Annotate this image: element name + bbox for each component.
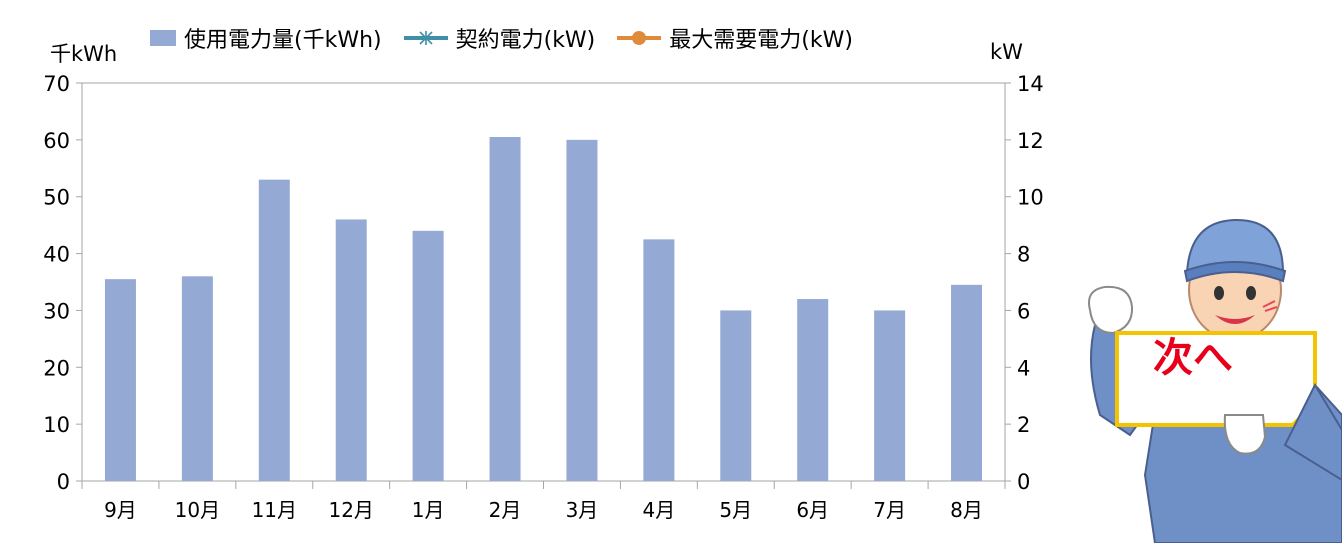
next-button[interactable]	[1085, 215, 1342, 544]
x-tick-label: 2月	[489, 498, 522, 522]
legend-label-peak: 最大需要電力(kW)	[669, 28, 853, 53]
y-left-tick-label: 70	[43, 72, 70, 96]
y-left-tick-label: 0	[57, 470, 70, 494]
bar-usage	[489, 137, 521, 481]
bar-usage	[104, 279, 136, 481]
x-tick-label: 8月	[950, 498, 983, 522]
y-left-tick-label: 20	[43, 356, 70, 380]
bar-usage	[412, 230, 444, 481]
bar-usage	[951, 284, 983, 481]
bar-usage	[874, 310, 906, 481]
x-tick-label: 3月	[566, 498, 599, 522]
legend-label-usage: 使用電力量(千kWh)	[184, 28, 382, 53]
y-left-axis-title: 千kWh	[50, 42, 118, 66]
x-tick-label: 5月	[719, 498, 752, 522]
y-right-tick-label: 10	[1017, 186, 1044, 210]
plot-area	[81, 82, 1006, 482]
y-right-tick-label: 14	[1017, 72, 1044, 96]
legend-swatch-peak	[617, 31, 662, 45]
next-button-label: 次へ	[1153, 335, 1233, 381]
x-tick-label: 7月	[873, 498, 906, 522]
worker-mascot-icon	[1088, 218, 1342, 544]
y-right-tick-label: 6	[1017, 299, 1030, 323]
x-tick-label: 4月	[643, 498, 676, 522]
y-right-tick-label: 12	[1017, 129, 1044, 153]
y-left-tick-label: 50	[43, 186, 70, 210]
legend-label-contract: 契約電力(kW)	[455, 28, 596, 53]
x-tick-label: 6月	[796, 498, 829, 522]
y-right-tick-label: 4	[1017, 356, 1030, 380]
y-right-tick-label: 8	[1017, 243, 1030, 267]
x-tick-label: 10月	[175, 498, 220, 522]
bar-usage	[797, 299, 829, 481]
x-tick-label: 11月	[252, 498, 297, 522]
bar-usage	[720, 310, 752, 481]
y-right-tick-label: 2	[1017, 413, 1030, 437]
bar-usage	[258, 179, 290, 481]
legend-item-peak: 最大需要電力(kW)	[617, 22, 853, 54]
bar-usage	[335, 219, 367, 481]
y-left-tick-label: 30	[43, 299, 70, 323]
legend-swatch-usage	[150, 30, 176, 46]
bar-usage	[181, 276, 213, 481]
y-left-tick-label: 40	[43, 243, 70, 267]
legend-item-contract: 契約電力(kW)	[403, 22, 596, 54]
y-left-tick-label: 60	[43, 129, 70, 153]
y-right-tick-label: 0	[1017, 470, 1030, 494]
legend-swatch-contract	[403, 31, 448, 45]
x-tick-label: 12月	[328, 498, 373, 522]
bar-usage	[566, 139, 598, 481]
bar-usage	[643, 239, 675, 481]
y-left-tick-label: 10	[43, 413, 70, 437]
chart-legend: 使用電力量(千kWh) 契約電力(kW) 最大需要電力(kW)	[150, 22, 875, 54]
x-tick-label: 9月	[104, 498, 137, 522]
x-tick-label: 1月	[412, 498, 445, 522]
y-right-axis-title: kW	[990, 40, 1023, 64]
legend-item-usage: 使用電力量(千kWh)	[150, 22, 382, 54]
